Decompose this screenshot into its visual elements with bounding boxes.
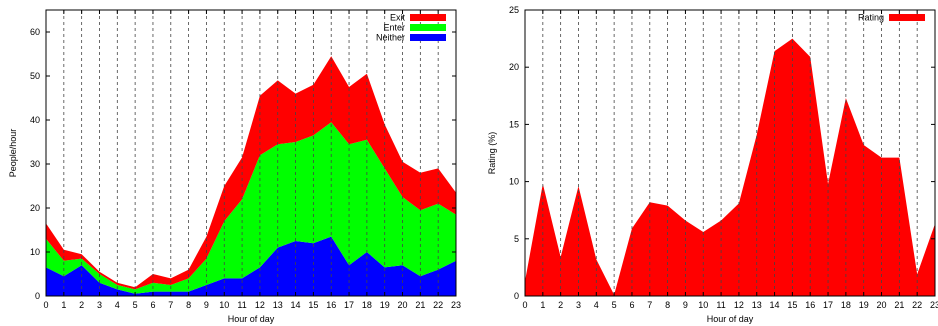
x-tick-label: 20 (398, 300, 408, 310)
y-tick-label: 10 (509, 177, 519, 187)
x-tick-label: 1 (540, 300, 545, 310)
x-tick-label: 18 (841, 300, 851, 310)
x-tick-label: 2 (79, 300, 84, 310)
x-axis-label: Hour of day (707, 314, 754, 324)
x-tick-label: 10 (698, 300, 708, 310)
legend-label-enter: Enter (383, 23, 405, 33)
x-tick-label: 11 (716, 300, 725, 310)
x-tick-label: 11 (237, 300, 246, 310)
y-tick-label: 0 (514, 291, 519, 301)
x-tick-label: 6 (150, 300, 155, 310)
y-tick-label: 20 (509, 62, 519, 72)
area-neither (46, 236, 456, 296)
x-tick-label: 18 (362, 300, 372, 310)
y-tick-label: 60 (30, 27, 40, 37)
legend-label-exit: Exit (390, 13, 406, 23)
plot-frame (45, 9, 457, 297)
y-tick-label: 40 (30, 115, 40, 125)
y-tick-label: 10 (30, 247, 40, 257)
x-tick-label: 2 (558, 300, 563, 310)
x-tick-label: 19 (380, 300, 390, 310)
x-tick-label: 12 (255, 300, 265, 310)
chart-2: 0 1 2 3 4 5 6 7 8 9 10 11 12 13 14 15 16 17 18 19 20 21 22 2305… (487, 5, 938, 324)
x-tick-label: 12 (734, 300, 744, 310)
x-tick-label: 22 (433, 300, 443, 310)
x-tick-label: 16 (326, 300, 336, 310)
legend-label-rating: Rating (858, 13, 884, 23)
x-tick-label: 23 (930, 300, 938, 310)
x-tick-label: 10 (219, 300, 229, 310)
x-tick-label: 21 (894, 300, 904, 310)
x-tick-label: 7 (168, 300, 173, 310)
x-tick-label: 4 (594, 300, 599, 310)
area-enter (46, 122, 456, 294)
legend-swatch-exit (410, 14, 446, 21)
y-tick-label: 50 (30, 71, 40, 81)
plot-frame (524, 9, 936, 297)
x-tick-label: 13 (752, 300, 762, 310)
x-tick-label: 8 (186, 300, 191, 310)
x-tick-label: 7 (647, 300, 652, 310)
legend-swatch-rating (889, 14, 925, 21)
x-tick-label: 20 (877, 300, 887, 310)
x-tick-label: 19 (859, 300, 869, 310)
x-tick-label: 9 (204, 300, 209, 310)
x-tick-label: 23 (451, 300, 461, 310)
area-rating (525, 38, 935, 296)
x-tick-label: 15 (787, 300, 797, 310)
y-axis-label: Rating (%) (487, 132, 497, 175)
x-tick-label: 13 (273, 300, 283, 310)
x-tick-label: 14 (291, 300, 301, 310)
x-tick-label: 0 (522, 300, 527, 310)
y-tick-label: 15 (509, 119, 519, 129)
y-axis-label: People/hour (8, 129, 18, 178)
x-tick-label: 9 (683, 300, 688, 310)
area-exit (46, 56, 456, 290)
x-tick-label: 0 (43, 300, 48, 310)
x-tick-label: 17 (344, 300, 354, 310)
legend-label-neither: Neither (376, 33, 405, 43)
x-tick-label: 5 (612, 300, 617, 310)
x-tick-label: 4 (115, 300, 120, 310)
chart-1: 0 1 2 3 4 5 6 7 8 9 10 11 12 13 14 15 16 17 18 19 20 21 22 2301… (8, 9, 461, 324)
x-axis-label: Hour of day (228, 314, 275, 324)
x-tick-label: 1 (61, 300, 66, 310)
x-tick-label: 15 (308, 300, 318, 310)
legend-swatch-neither (410, 34, 446, 41)
legend-swatch-enter (410, 24, 446, 31)
x-tick-label: 14 (770, 300, 780, 310)
y-tick-label: 25 (509, 5, 519, 15)
x-tick-label: 16 (805, 300, 815, 310)
y-tick-label: 5 (514, 234, 519, 244)
y-tick-label: 0 (35, 291, 40, 301)
x-tick-label: 21 (415, 300, 425, 310)
x-tick-label: 22 (912, 300, 922, 310)
x-tick-label: 5 (133, 300, 138, 310)
y-tick-label: 20 (30, 203, 40, 213)
y-tick-label: 30 (30, 159, 40, 169)
x-tick-label: 17 (823, 300, 833, 310)
x-tick-label: 6 (629, 300, 634, 310)
x-tick-label: 8 (665, 300, 670, 310)
x-tick-label: 3 (97, 300, 102, 310)
x-tick-label: 3 (576, 300, 581, 310)
